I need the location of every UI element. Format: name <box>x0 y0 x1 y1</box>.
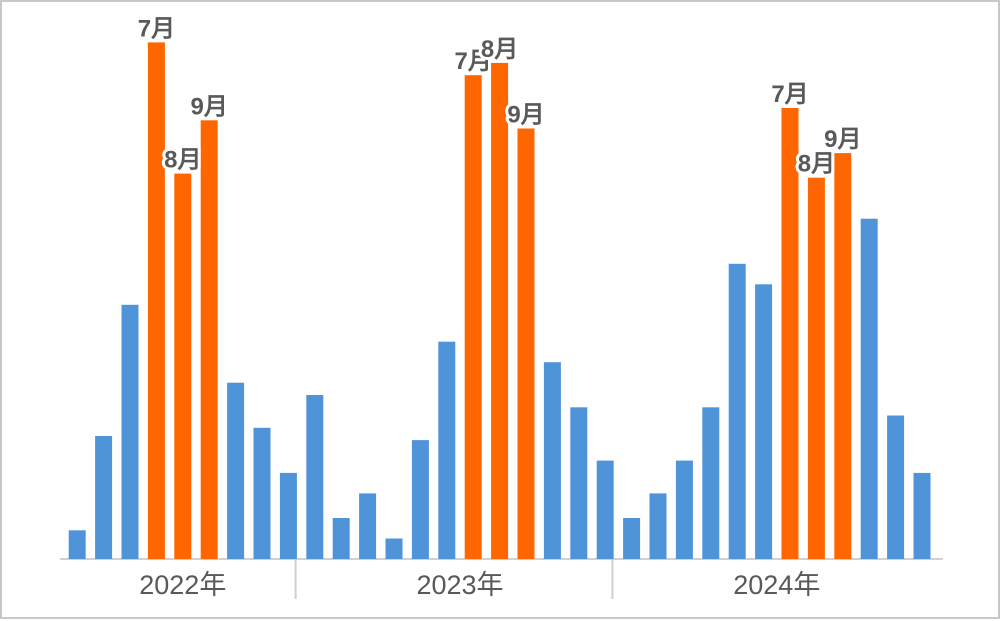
data-label-1-6: 7月 <box>455 48 492 75</box>
bar-2-1 <box>649 493 667 559</box>
data-label-0-4: 8月 <box>164 147 201 174</box>
data-label-0-5: 9月 <box>191 93 228 120</box>
bar-2-8 <box>834 153 852 559</box>
bar-1-8 <box>517 128 535 559</box>
bar-1-2 <box>359 493 377 559</box>
bar-2-10 <box>887 415 905 559</box>
bar-1-1 <box>332 518 350 559</box>
bar-1-4 <box>411 440 429 559</box>
bar-1-6 <box>464 75 482 559</box>
bar-2-9 <box>860 218 878 559</box>
bar-1-3 <box>385 538 403 559</box>
bar-0-0 <box>68 530 86 559</box>
x-tick-label-2: 2024年 <box>733 570 820 600</box>
x-tick-label-0: 2022年 <box>139 570 226 600</box>
data-label-2-6: 7月 <box>771 81 808 108</box>
bar-2-6 <box>781 108 799 559</box>
bar-1-0 <box>306 395 324 559</box>
bar-0-5 <box>200 120 218 560</box>
bar-2-0 <box>623 518 641 559</box>
data-label-0-3: 7月 <box>138 15 175 42</box>
data-label-2-8: 9月 <box>824 126 861 153</box>
bar-0-6 <box>227 382 245 559</box>
bar-0-2 <box>121 304 139 559</box>
bar-2-4 <box>728 263 746 559</box>
bar-1-11 <box>596 460 614 559</box>
bar-0-1 <box>95 436 113 559</box>
bar-1-9 <box>543 362 561 559</box>
bar-0-8 <box>279 472 297 559</box>
bar-1-7 <box>491 62 509 560</box>
data-label-1-8: 9月 <box>507 102 544 129</box>
bar-0-3 <box>147 42 165 559</box>
bar-1-10 <box>570 407 588 559</box>
bar-2-2 <box>675 460 693 559</box>
data-label-2-7: 8月 <box>798 151 835 178</box>
data-label-1-7: 8月 <box>481 36 518 63</box>
bar-1-5 <box>438 341 456 559</box>
bar-2-7 <box>807 177 825 559</box>
bar-2-3 <box>702 407 720 559</box>
bar-2-11 <box>913 472 931 559</box>
x-tick-label-1: 2023年 <box>416 570 503 600</box>
bar-0-4 <box>174 173 192 559</box>
x-axis: 2022年 2023年 2024年 <box>139 559 820 600</box>
bars-layer <box>68 42 931 560</box>
bar-2-5 <box>755 284 773 559</box>
bar-0-7 <box>253 427 271 559</box>
